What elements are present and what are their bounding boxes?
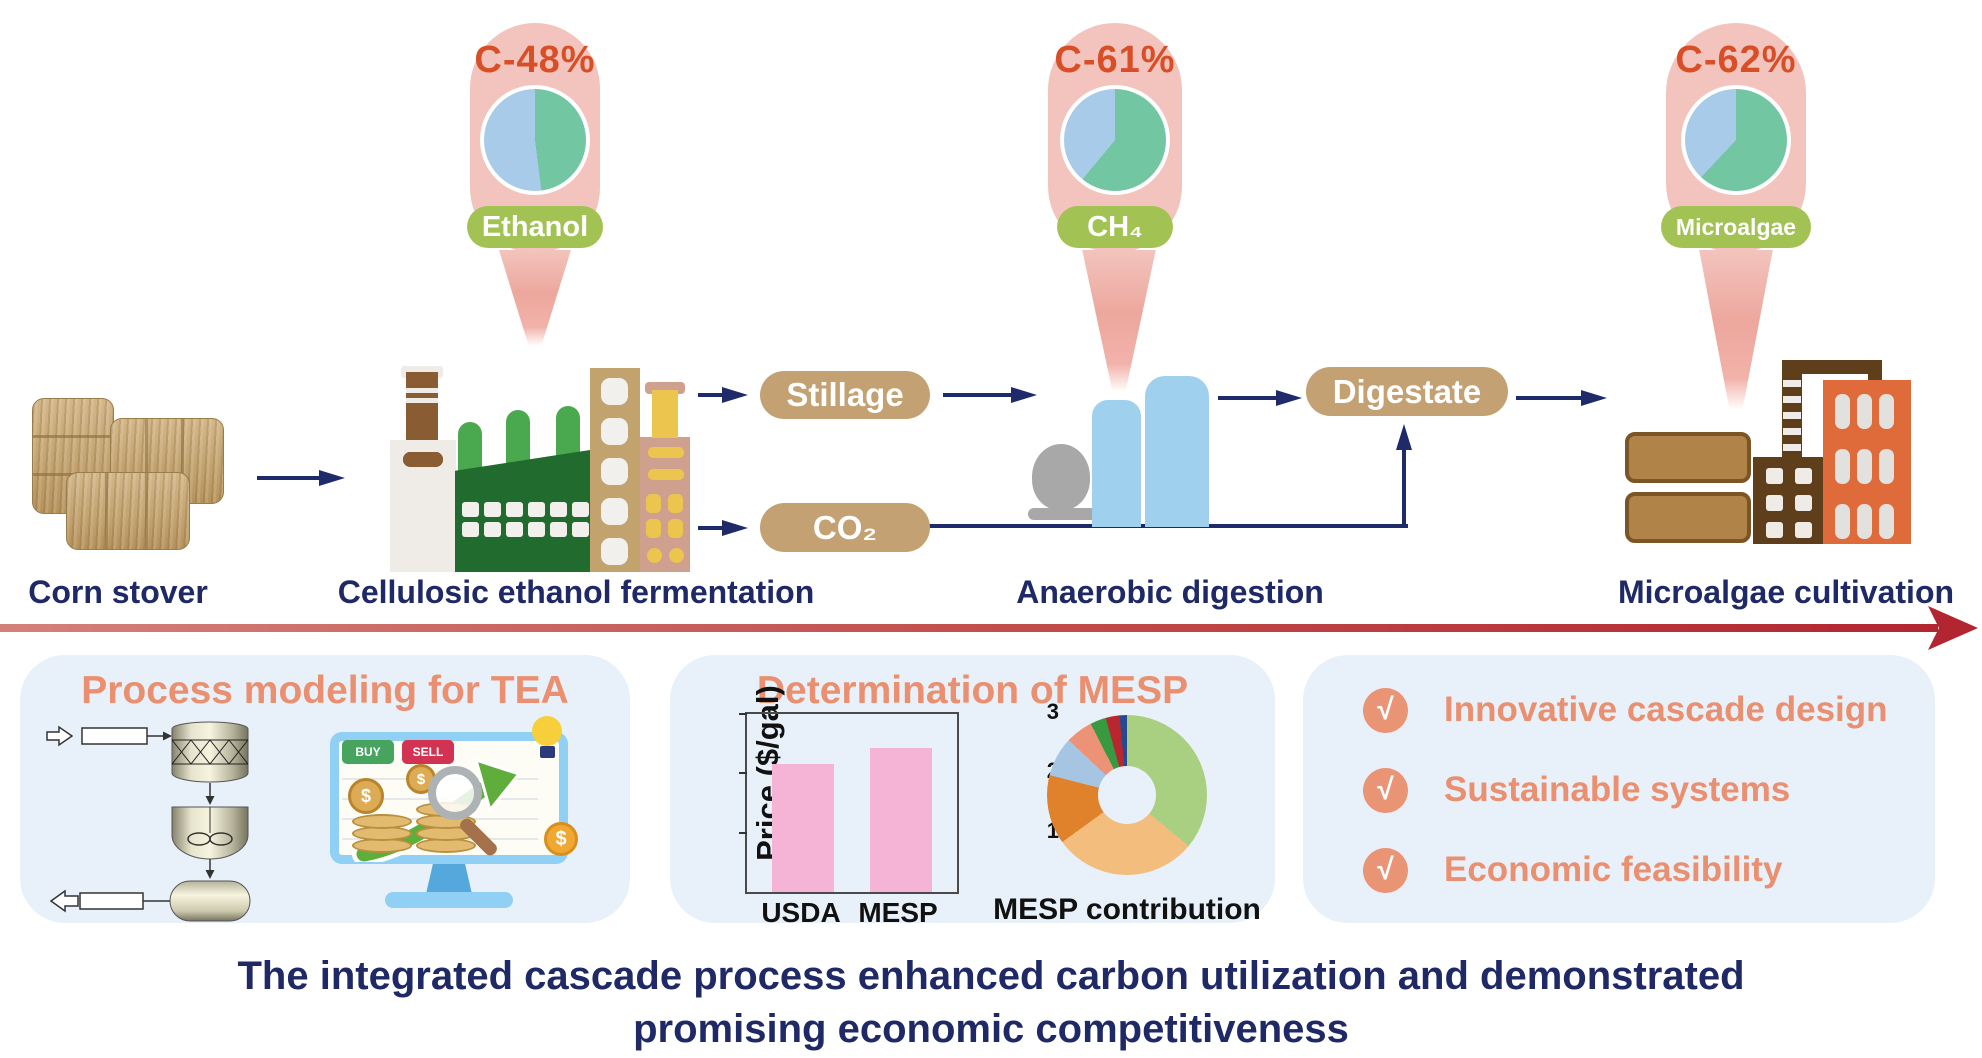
factory-windows (601, 378, 628, 565)
stage-label-cultivation: Microalgae cultivation (1617, 574, 1955, 610)
highlight-item: √ Economic feasibility (1363, 847, 1782, 893)
mesp-bar-chart (739, 712, 959, 894)
raceway-pond (1625, 492, 1751, 543)
highlight-item: √ Innovative cascade design (1363, 687, 1888, 733)
panel-title: Process modeling for TEA (81, 669, 569, 712)
panel-mesp: Determination of MESP Price ($/gal) 3 2 … (670, 655, 1275, 928)
stage-label-digestion: Anaerobic digestion (1016, 574, 1324, 610)
stage-label-fermentation: Cellulosic ethanol fermentation (337, 574, 815, 610)
hay-bales-icon (28, 392, 236, 552)
pie-icon (480, 85, 590, 195)
digester-tank (1092, 400, 1141, 527)
hay-bale (66, 472, 190, 550)
lightbulb-icon (532, 716, 562, 746)
figure-caption: The integrated cascade process enhanced … (0, 950, 1982, 1056)
highlight-item: √ Sustainable systems (1363, 767, 1790, 813)
arrow-digestate-to-cultivation (1516, 390, 1607, 406)
magnifier-icon (428, 766, 482, 820)
buy-button-graphic: BUY (342, 740, 394, 764)
ethanol-plant-icon (388, 366, 690, 572)
stream-pill-co2: CO₂ (760, 503, 930, 552)
balloon-ethanol: C-48% Ethanol (466, 23, 604, 253)
bar-mesp (870, 747, 932, 892)
panel-highlights: √ Innovative cascade design √ Sustainabl… (1303, 655, 1935, 923)
product-pill-microalgae: Microalgae (1660, 206, 1812, 248)
arrow-stillage-to-digestion (943, 387, 1037, 403)
mesp-donut-chart (1047, 715, 1207, 875)
carbon-reduction-label: C-62% (1675, 39, 1797, 81)
arrow-digestion-to-digestate (1218, 390, 1302, 406)
product-pill-methane: CH₄ (1057, 206, 1173, 248)
arrow-co2-to-digestate (1396, 424, 1412, 528)
arrow-fermentation-to-co2 (698, 520, 748, 536)
donut-hole (1098, 766, 1156, 824)
carbon-reduction-label: C-48% (474, 39, 596, 81)
raceway-pond (1625, 432, 1751, 483)
arrow-fermentation-to-stillage (698, 387, 748, 403)
donut-label: MESP contribution (993, 893, 1261, 926)
bar-usda (772, 764, 834, 892)
caption-line-1: The integrated cascade process enhanced … (237, 954, 1745, 998)
tea-monitor-illustration: BUY SELL $ $ $ (330, 716, 578, 910)
carbon-reduction-label: C-61% (1054, 39, 1176, 81)
caption-line-2: promising economic competitiveness (633, 1007, 1349, 1051)
beam-fermentation (499, 250, 571, 346)
y-tick: 3 (1046, 699, 1059, 724)
x-tick-usda: USDA (761, 897, 841, 928)
digester-dome (1032, 444, 1090, 510)
stream-pill-digestate: Digestate (1306, 367, 1508, 416)
digester-icon (1028, 376, 1210, 527)
dollar-coin-icon: $ (544, 822, 578, 856)
panel-title: Determination of MESP (756, 669, 1189, 712)
pie-icon (1681, 85, 1791, 195)
beam-digestion (1082, 250, 1156, 392)
arrow-cornstover-to-fermentation (257, 470, 345, 486)
factory-windows (462, 502, 590, 537)
stage-label-cornstover: Corn stover (28, 574, 208, 610)
balloon-methane: C-61% CH₄ (1048, 23, 1182, 253)
process-flowsheet-icon (46, 721, 251, 922)
digester-tank (1145, 376, 1209, 527)
microalgae-facility-icon (1623, 356, 1913, 544)
building-windows (1766, 468, 1812, 538)
building-windows (1835, 394, 1895, 539)
check-icon: √ (1363, 767, 1408, 813)
stream-pill-stillage: Stillage (760, 371, 930, 419)
product-pill-ethanol: Ethanol (466, 206, 604, 248)
x-tick-mesp: MESP (858, 897, 938, 928)
check-icon: √ (1363, 847, 1408, 893)
sell-button-graphic: SELL (402, 740, 454, 764)
check-icon: √ (1363, 687, 1408, 733)
timeline-arrow (0, 624, 1938, 632)
pie-icon (1060, 85, 1170, 195)
balloon-microalgae: C-62% Microalgae (1660, 23, 1812, 253)
dollar-coin-icon: $ (348, 778, 384, 814)
